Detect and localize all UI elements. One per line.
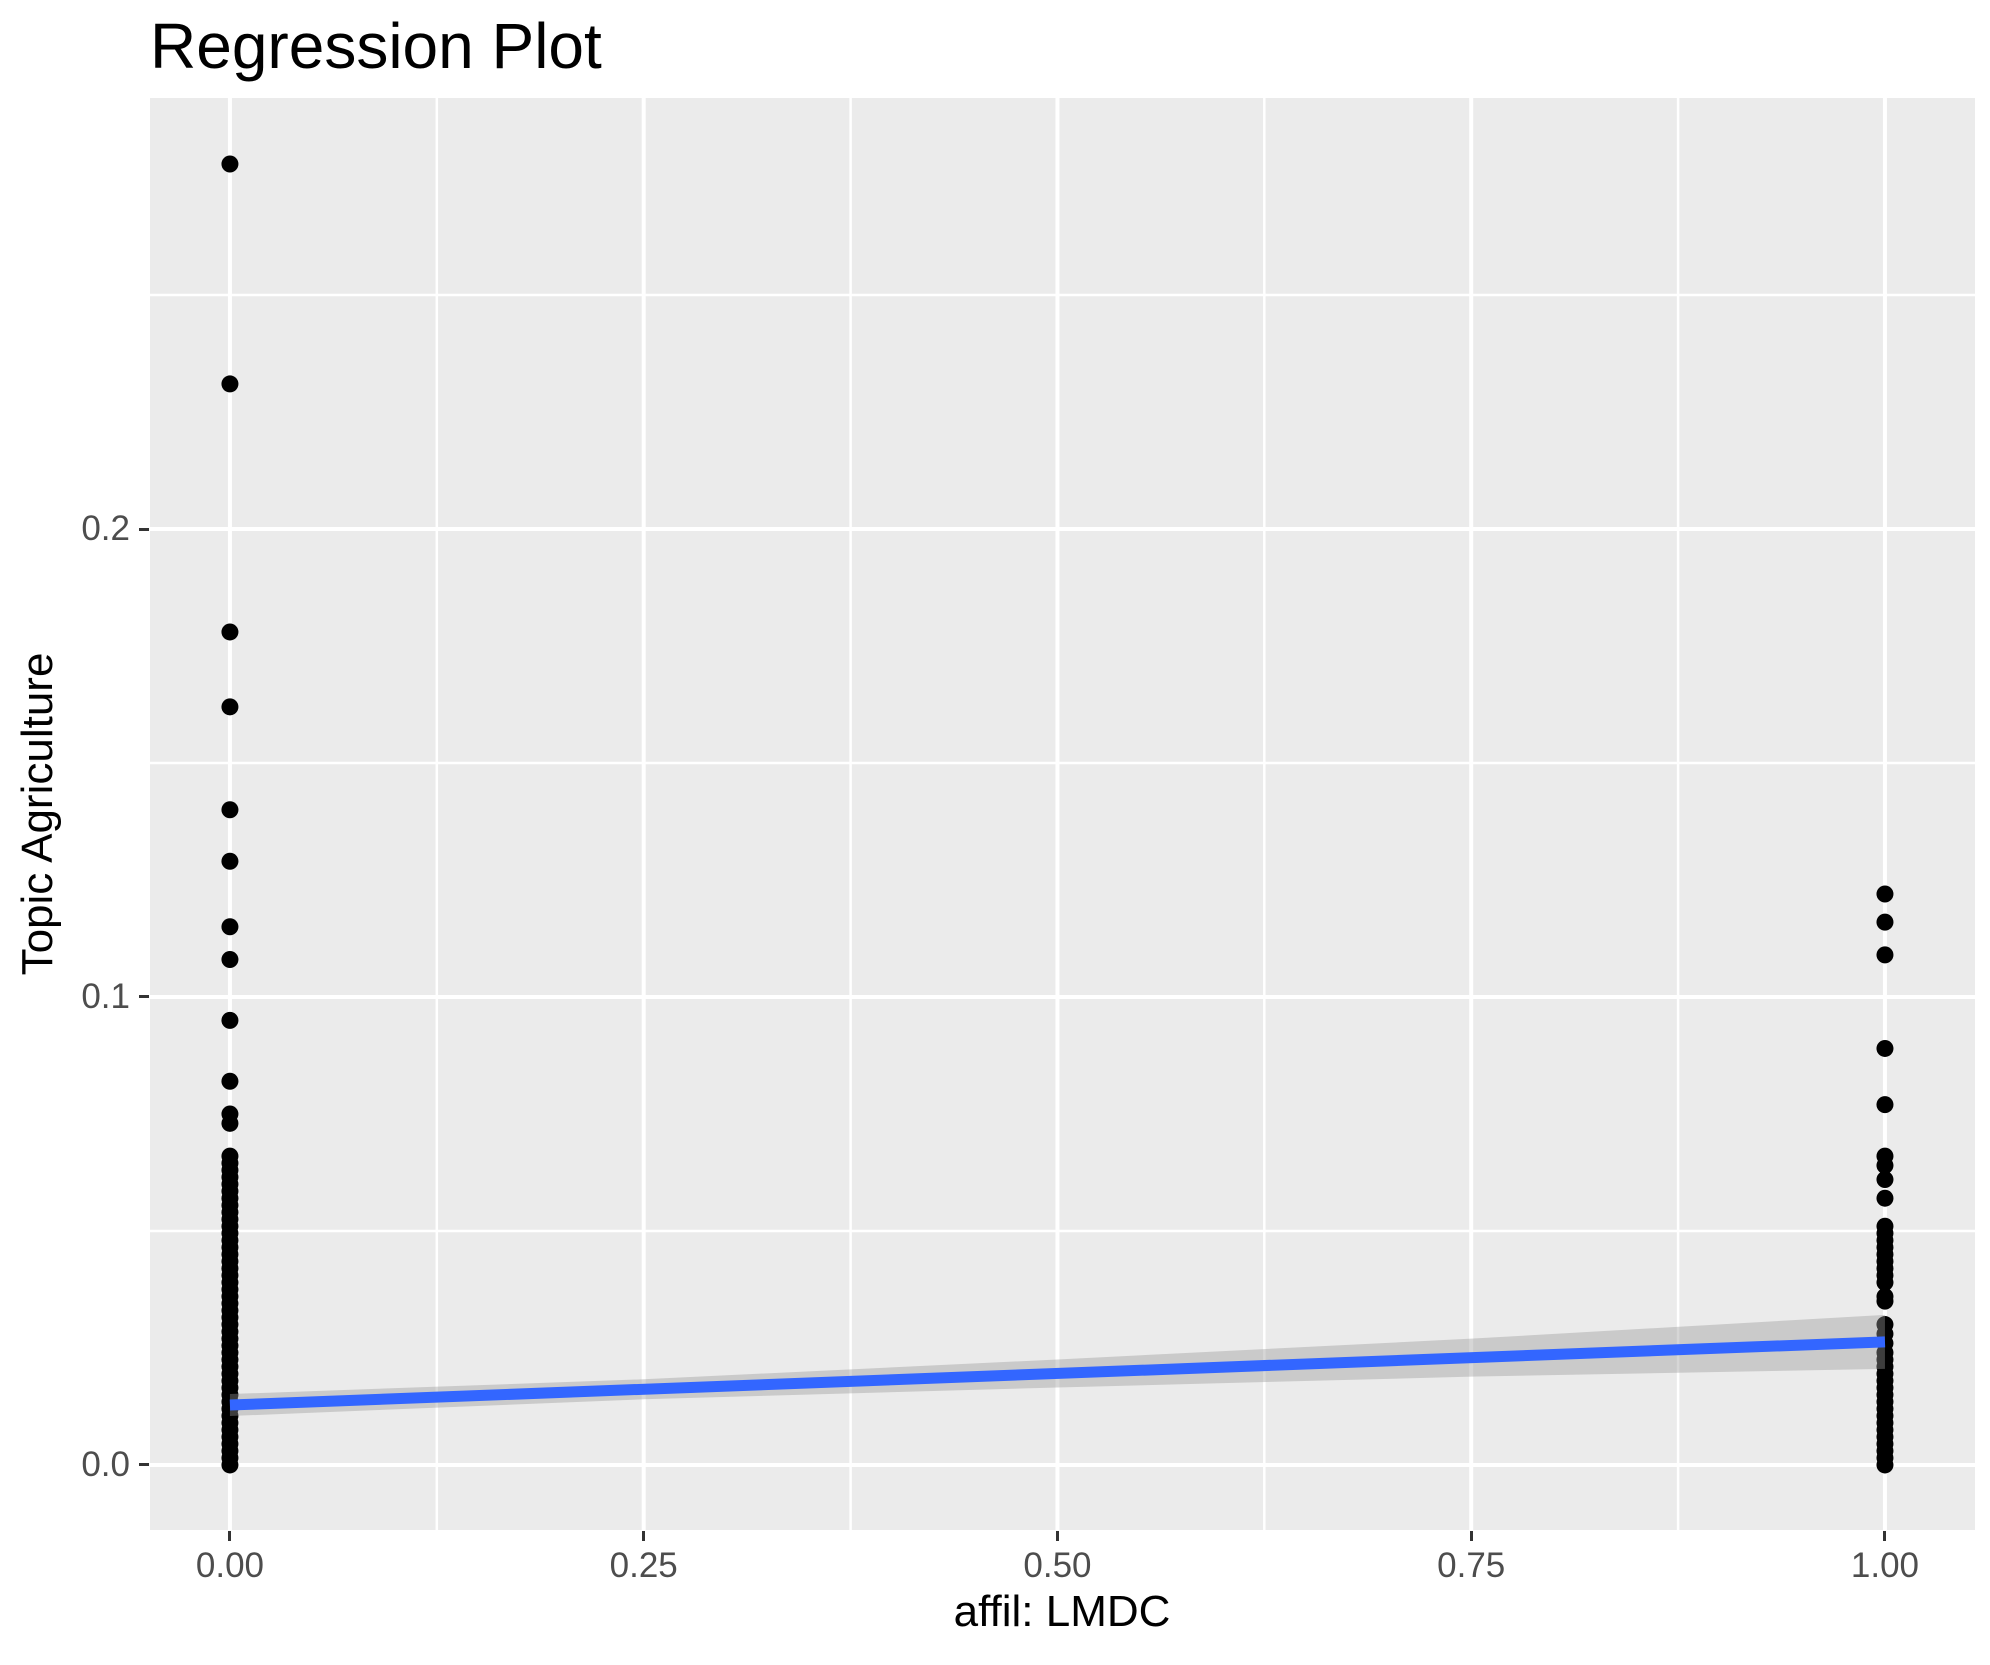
scatter-point <box>1876 1189 1894 1207</box>
scatter-point <box>221 1011 239 1029</box>
x-axis-tick-label: 0.25 <box>609 1546 678 1585</box>
scatter-point <box>221 155 239 173</box>
scatter-point <box>1876 1273 1894 1291</box>
scatter-point <box>221 801 239 819</box>
y-axis-title: Topic Agriculture <box>13 652 62 976</box>
scatter-point <box>1876 1096 1894 1114</box>
regression-line <box>229 1336 1886 1411</box>
x-axis-title: affil: LMDC <box>953 1587 1171 1636</box>
x-axis-tick-mark <box>228 1531 232 1541</box>
scatter-point <box>221 375 239 393</box>
x-axis-tick-label: 1.00 <box>1850 1546 1920 1585</box>
y-axis-tick-mark <box>139 995 149 999</box>
plot-canvas <box>150 98 1975 1530</box>
plot-panel <box>150 98 1975 1530</box>
y-axis-tick-label: 0.0 <box>81 1444 130 1484</box>
scatter-point <box>221 852 239 870</box>
scatter-point <box>1876 946 1894 964</box>
chart-title: Regression Plot <box>150 10 602 82</box>
x-axis-tick-mark <box>1055 1531 1059 1541</box>
scatter-point <box>221 1072 239 1090</box>
y-axis-tick-label: 0.2 <box>81 509 130 548</box>
x-axis-tick-mark <box>1469 1531 1473 1541</box>
scatter-point <box>221 623 239 641</box>
x-axis-tick-label: 0.75 <box>1437 1546 1506 1585</box>
scatter-point <box>221 1114 239 1132</box>
y-axis-tick-label: 0.1 <box>81 976 130 1016</box>
scatter-point <box>1876 1039 1894 1057</box>
x-axis-tick-mark <box>1883 1531 1887 1541</box>
scatter-point <box>221 698 239 716</box>
y-axis-tick-mark <box>139 527 149 531</box>
scatter-point <box>1876 1156 1894 1174</box>
scatter-point <box>221 951 239 969</box>
x-axis-tick-label: 0.50 <box>1023 1546 1092 1585</box>
scatter-point <box>1876 1292 1894 1310</box>
scatter-point <box>1876 885 1894 903</box>
x-axis-tick-mark <box>642 1531 646 1541</box>
scatter-point <box>221 918 239 936</box>
x-axis-tick-label: 0.00 <box>195 1546 264 1585</box>
scatter-point <box>1876 1456 1894 1474</box>
y-axis-tick-mark <box>139 1463 149 1467</box>
scatter-point <box>221 1456 239 1474</box>
scatter-point <box>1876 1170 1894 1188</box>
scatter-point <box>1876 913 1894 931</box>
